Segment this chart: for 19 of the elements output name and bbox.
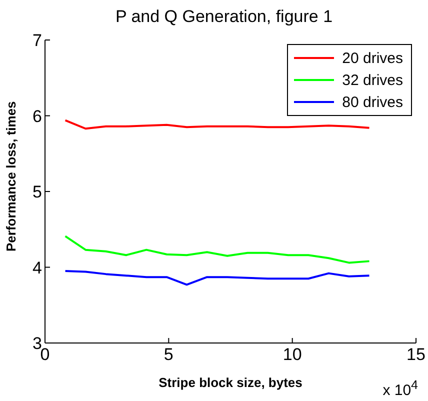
x-tick-label: 10 (282, 345, 302, 364)
x-axis-title: Stripe block size, bytes (158, 375, 302, 390)
legend-label: 32 drives (342, 72, 403, 88)
y-tick-label: 5 (32, 182, 42, 202)
y-tick-label: 7 (32, 31, 42, 50)
y-tick-label: 6 (32, 106, 42, 126)
y-tick-label: 3 (32, 334, 42, 354)
line-series (64, 235, 370, 264)
x-tick-label: 0 (40, 345, 50, 364)
x-tick-label: 15 (406, 345, 426, 364)
text: x 10$^{4}$ (382, 378, 418, 399)
line-series (64, 119, 370, 130)
line-series (64, 270, 370, 286)
legend-label: 80 drives (342, 94, 403, 110)
legend-label: 20 drives (342, 50, 403, 66)
x-tick-label: 5 (164, 345, 174, 364)
y-axis-title: Performance loss, times (4, 101, 19, 252)
chart-title: P and Q Generation, figure 1 (115, 7, 333, 26)
y-tick-label: 4 (32, 258, 42, 278)
